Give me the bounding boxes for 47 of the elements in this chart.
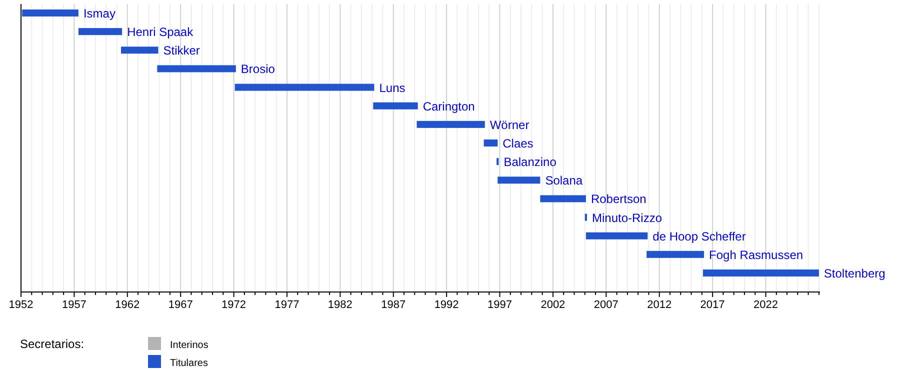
x-tick-label: 2002	[540, 299, 566, 311]
x-tick-label: 1997	[488, 299, 512, 311]
bar	[373, 102, 418, 110]
x-tick-label: 2007	[594, 299, 618, 311]
bar	[234, 84, 374, 91]
legend-label: Interinos	[170, 340, 208, 351]
y-tick-label: Minuto-Rizzo	[592, 210, 662, 225]
bar	[498, 176, 540, 184]
bar	[702, 270, 819, 276]
bar	[22, 10, 78, 16]
y-tick-label: Stoltenberg	[824, 266, 886, 280]
y-tick-label: de Hoop Scheffer	[652, 229, 746, 244]
legend-label: Titulares	[170, 358, 208, 369]
x-tick-label: 1957	[62, 299, 86, 311]
x-tick-label: 1952	[8, 299, 34, 311]
x-tick-label: 1992	[434, 299, 459, 311]
bar	[78, 28, 122, 36]
y-tick-label: Carington	[422, 99, 475, 114]
y-tick-label: Ismay	[83, 6, 116, 20]
x-tick-label: 2017	[700, 299, 725, 311]
y-tick-label: Stikker	[163, 44, 200, 58]
bar	[646, 250, 704, 258]
y-tick-label: Fogh Rasmussen	[709, 248, 804, 262]
x-tick-label: 2012	[647, 299, 672, 311]
bar	[121, 46, 158, 54]
y-tick-label: Claes	[502, 136, 534, 150]
y-tick-label: Wörner	[490, 118, 530, 132]
y-tick-label: Luns	[379, 80, 406, 95]
x-tick-label: 1982	[328, 299, 352, 311]
bar	[540, 195, 586, 202]
x-tick-label: 1972	[222, 299, 246, 311]
y-tick-label: Balanzino	[504, 155, 557, 170]
x-tick-label: 1987	[381, 299, 406, 311]
y-tick-label: Robertson	[590, 192, 646, 206]
y-tick-label: Solana	[545, 174, 583, 188]
bar	[586, 232, 648, 240]
bar	[484, 140, 498, 146]
y-tick-label: Henri Spaak	[127, 25, 194, 40]
bar	[157, 65, 236, 72]
bar	[584, 214, 588, 221]
x-tick-label: 1977	[274, 299, 300, 311]
y-tick-label: Brosio	[240, 62, 276, 76]
x-tick-label: 2022	[754, 299, 778, 311]
x-tick-label: 1962	[115, 299, 140, 311]
legend-title: Secretarios:	[20, 337, 84, 351]
x-tick-label: 1967	[168, 299, 193, 311]
bar	[416, 120, 485, 128]
